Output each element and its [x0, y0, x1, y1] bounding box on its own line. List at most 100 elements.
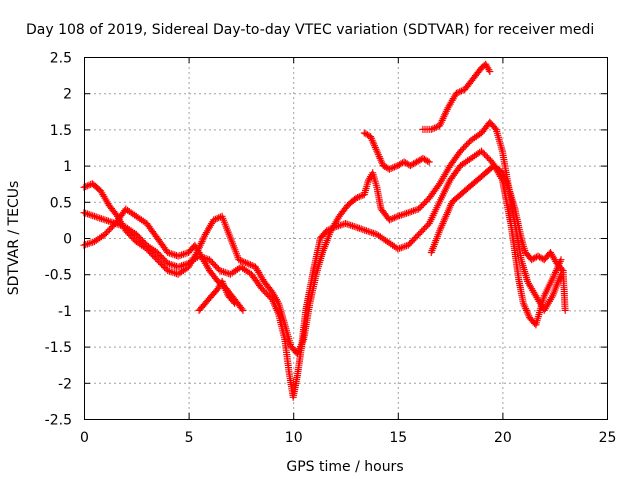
- data-point: [416, 229, 424, 237]
- data-point: [156, 252, 164, 260]
- data-point: [123, 228, 131, 236]
- data-point: [385, 216, 393, 224]
- data-point: [364, 131, 371, 139]
- x-tick-label: 10: [285, 430, 303, 446]
- data-point: [424, 157, 432, 165]
- data-point: [427, 125, 435, 133]
- data-point: [421, 224, 429, 232]
- data-point: [137, 235, 145, 243]
- data-point: [482, 152, 490, 160]
- data-point: [134, 232, 142, 240]
- axis-ticks: 0 5 10 15 20 25 2.5 2 1.5 1 0.5 0 -0.5 -1 -1.5 -2 -2.5: [45, 51, 617, 447]
- data-point: [385, 165, 393, 173]
- data-point: [412, 234, 420, 241]
- data-point: [158, 260, 166, 268]
- data-point: [357, 225, 365, 233]
- data-point: [152, 254, 160, 262]
- y-tick-label: 1.5: [50, 123, 72, 139]
- data-point: [452, 89, 460, 97]
- data-point: [153, 256, 161, 264]
- data-point: [229, 298, 237, 306]
- data-point: [211, 215, 219, 223]
- data-point: [155, 250, 163, 258]
- x-tick-label: 5: [185, 430, 194, 446]
- data-point: [561, 306, 569, 314]
- data-point: [389, 215, 397, 222]
- data-point: [261, 288, 269, 296]
- data-point: [231, 299, 239, 307]
- y-tick-label: -2.5: [45, 413, 72, 429]
- data-point: [210, 260, 218, 268]
- data-point: [410, 235, 418, 243]
- data-point: [389, 164, 397, 172]
- data-point: [125, 230, 133, 238]
- data-point: [243, 259, 251, 267]
- data-point: [392, 162, 400, 170]
- data-point: [239, 306, 247, 314]
- data-point: [212, 262, 219, 270]
- y-tick-label: 2.5: [50, 51, 72, 67]
- data-point: [245, 260, 253, 268]
- data-point: [156, 259, 164, 267]
- data-point: [247, 261, 254, 269]
- data-point: [352, 194, 360, 202]
- data-point: [107, 224, 115, 232]
- data-point: [418, 227, 426, 235]
- data-point: [238, 305, 246, 313]
- data-point: [206, 256, 213, 264]
- x-tick-label: 15: [389, 430, 407, 446]
- data-point: [159, 255, 167, 263]
- data-point: [413, 232, 421, 240]
- series-6: [427, 162, 569, 314]
- data-point: [146, 248, 154, 256]
- data-point: [235, 256, 243, 264]
- data-point: [486, 68, 494, 75]
- data-point: [419, 226, 427, 234]
- data-point: [531, 254, 539, 262]
- y-tick-label: 1: [63, 159, 72, 175]
- data-point: [463, 141, 470, 149]
- data-point: [557, 256, 565, 264]
- y-tick-label: -1.5: [45, 340, 72, 356]
- data-point: [558, 265, 566, 273]
- data-point: [387, 165, 395, 172]
- x-axis-title: GPS time / hours: [286, 459, 403, 475]
- data-point: [132, 230, 140, 238]
- data-point: [238, 257, 246, 265]
- data-point: [259, 286, 267, 294]
- data-point: [424, 221, 432, 229]
- x-tick-label: 25: [599, 430, 617, 446]
- data-point: [431, 124, 439, 132]
- data-point: [409, 237, 417, 245]
- data-point: [161, 256, 169, 264]
- series-0: [80, 147, 565, 401]
- y-tick-label: 0.5: [50, 195, 72, 211]
- data-point: [392, 213, 400, 221]
- data-point: [464, 139, 472, 147]
- data-point: [104, 227, 112, 235]
- data-point: [149, 251, 157, 259]
- data-point: [126, 231, 134, 239]
- data-point: [391, 163, 398, 171]
- data-point: [432, 123, 440, 131]
- data-points: [80, 60, 569, 401]
- y-tick-label: -2: [58, 376, 72, 392]
- data-point: [422, 156, 430, 164]
- x-tick-label: 20: [494, 430, 512, 446]
- data-point: [461, 143, 469, 150]
- data-point: [481, 150, 488, 158]
- data-point: [240, 258, 248, 266]
- data-point: [456, 88, 464, 96]
- data-point: [248, 262, 256, 269]
- data-point: [264, 291, 272, 299]
- data-point: [478, 147, 485, 155]
- data-point: [210, 216, 218, 224]
- data-point: [419, 200, 427, 208]
- data-point: [153, 249, 161, 256]
- data-point: [161, 264, 169, 271]
- data-point: [129, 235, 137, 242]
- data-point: [213, 264, 221, 271]
- data-point: [135, 234, 143, 241]
